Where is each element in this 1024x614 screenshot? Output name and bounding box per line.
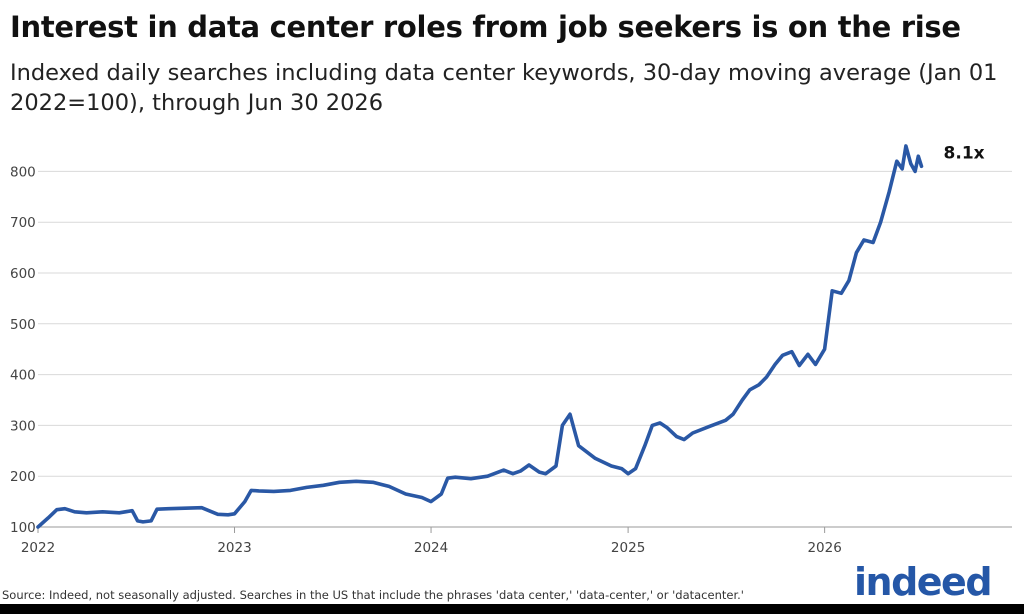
footer-bar [0,604,1024,614]
y-tick-label: 200 [10,469,36,485]
y-tick-label: 500 [10,317,36,333]
series-group [36,144,924,529]
chart-title: Interest in data center roles from job s… [10,10,961,44]
y-tick-label: 300 [10,418,36,434]
indeed-logo: indeed [854,560,993,604]
y-tick-label: 700 [10,215,36,231]
source-note: Source: Indeed, not seasonally adjusted.… [2,588,744,602]
y-tick-label: 100 [10,520,36,536]
x-tick-label: 2022 [21,540,55,556]
y-axis: 100 200 300 400 500 600 700 800 [10,164,36,536]
y-tick-label: 600 [10,266,36,282]
x-tick-label: 2025 [611,540,645,556]
x-tick-label: 2024 [414,540,448,556]
end-annotation-label: 8.1x [944,143,985,163]
x-tick-label: 2026 [807,540,841,556]
x-axis: 2022 2023 2024 2025 2026 [21,527,842,556]
y-tick-label: 800 [10,164,36,180]
chart-subtitle: Indexed daily searches including data ce… [10,60,998,116]
grid-lines [38,170,1012,528]
series-line [36,144,924,529]
x-tick-label: 2023 [217,540,251,556]
y-tick-label: 400 [10,368,36,384]
annotation-group: 8.1x [944,143,985,163]
